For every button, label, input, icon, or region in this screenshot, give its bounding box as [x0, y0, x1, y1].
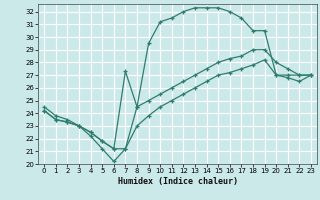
X-axis label: Humidex (Indice chaleur): Humidex (Indice chaleur) — [118, 177, 238, 186]
